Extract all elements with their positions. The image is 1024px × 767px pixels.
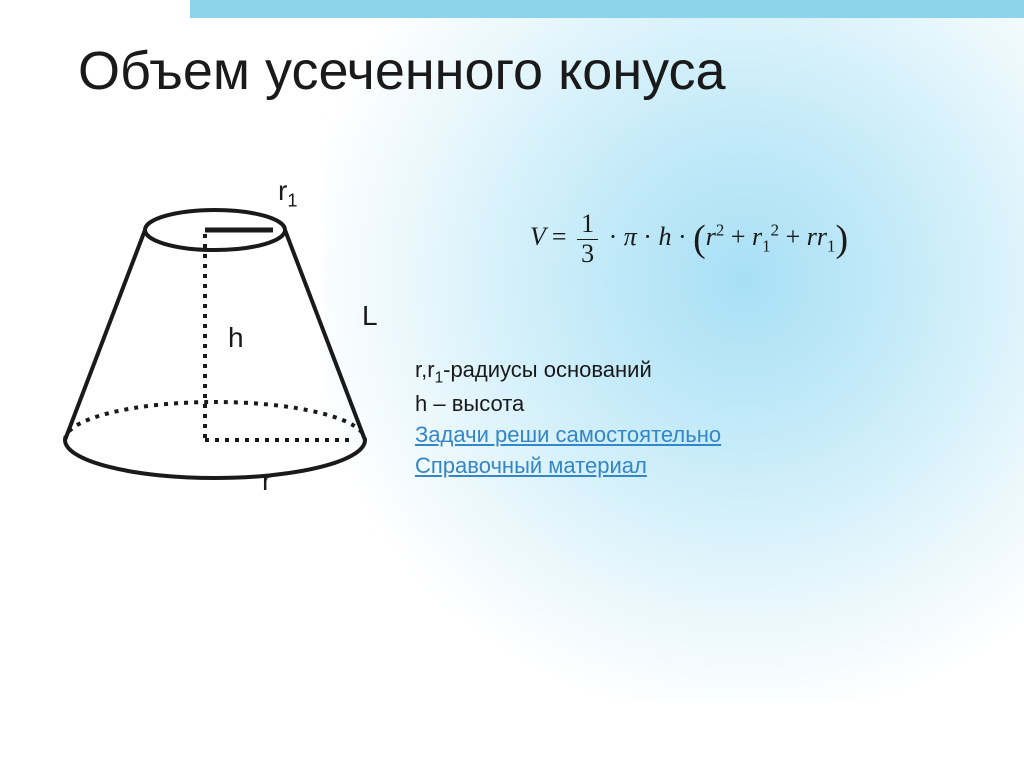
legend-line-height: h – высота bbox=[415, 389, 721, 420]
frustum-diagram bbox=[45, 180, 405, 510]
legend-block: r,r1-радиусы оснований h – высота Задачи… bbox=[415, 355, 721, 481]
label-r: r bbox=[262, 465, 271, 497]
top-accent-bar bbox=[190, 0, 1024, 18]
link-reference[interactable]: Справочный материал bbox=[415, 453, 647, 478]
volume-formula: V = 1 3 · π · h · (r2 + r12 + rr1) bbox=[530, 210, 848, 268]
legend-line-radii: r,r1-радиусы оснований bbox=[415, 355, 721, 389]
label-h: h bbox=[228, 322, 244, 354]
label-L: L bbox=[362, 300, 378, 332]
background-gradient bbox=[324, 0, 1024, 700]
link-tasks[interactable]: Задачи реши самостоятельно bbox=[415, 422, 721, 447]
page-title: Объем усеченного конуса bbox=[78, 40, 726, 102]
label-r1: r1 bbox=[278, 175, 297, 212]
